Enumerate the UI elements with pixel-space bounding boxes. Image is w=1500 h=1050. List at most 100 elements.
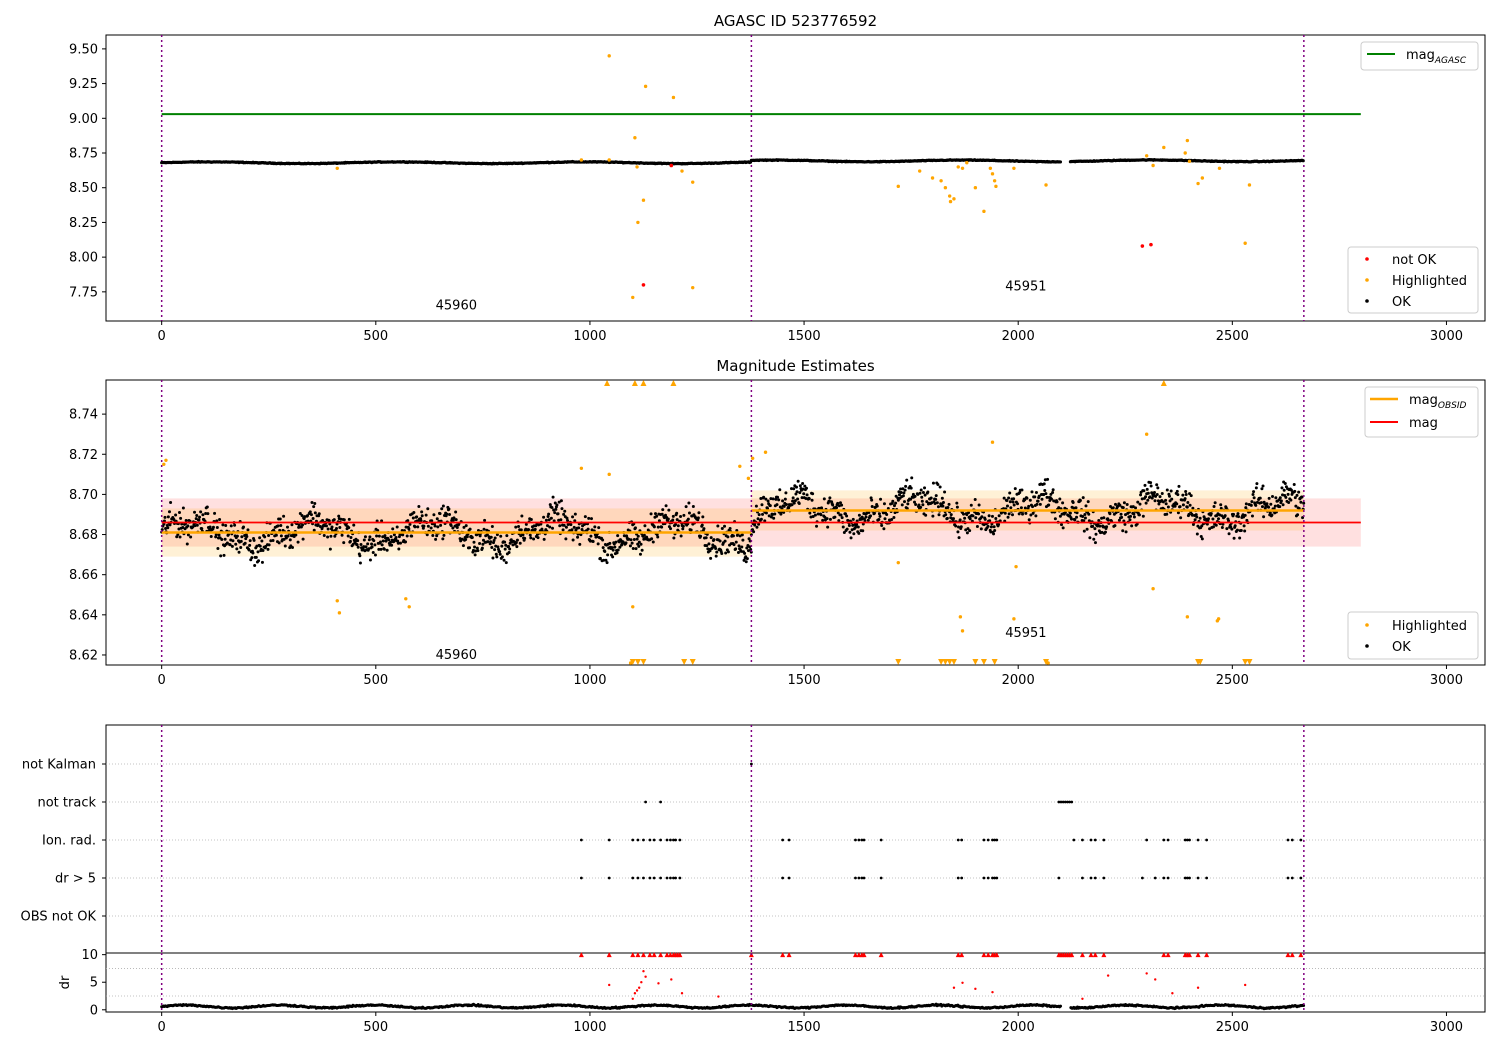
flag-point [1070, 800, 1074, 804]
ok-point [383, 534, 387, 538]
flag-point [860, 876, 864, 880]
dr-saturated-marker [640, 952, 646, 958]
ok-point [1178, 505, 1182, 509]
ok-point [728, 527, 732, 531]
ok-point [194, 517, 198, 521]
ok-point [702, 527, 706, 531]
ok-point [635, 537, 639, 541]
flag-point [672, 838, 675, 842]
ok-point [523, 536, 527, 540]
dr-outlier-point [1171, 992, 1174, 995]
ok-point [1177, 484, 1181, 488]
ok-point [417, 504, 421, 508]
ok-point [408, 522, 412, 526]
ok-point [395, 525, 399, 529]
ok-point [850, 528, 854, 532]
ok-point [896, 498, 900, 502]
ok-point [503, 540, 507, 544]
ok-point [1165, 488, 1169, 492]
ok-point [938, 485, 942, 489]
ok-point [1239, 528, 1243, 532]
ok-point [923, 493, 927, 497]
ok-point [654, 512, 658, 516]
ok-point [250, 556, 254, 560]
ok-point [805, 486, 809, 490]
ok-point [1148, 495, 1152, 499]
flag-point [642, 876, 645, 880]
ok-point [603, 550, 607, 554]
ok-point [997, 522, 1001, 526]
ok-point [573, 519, 577, 523]
ok-point [958, 518, 962, 522]
ok-point [965, 513, 969, 517]
ok-point [348, 539, 352, 543]
ok-point [919, 505, 923, 509]
flag-point [1059, 800, 1063, 804]
ok-point [1061, 526, 1065, 530]
ok-point [891, 499, 895, 503]
ok-point [697, 511, 701, 515]
highlighted-point [990, 172, 995, 176]
ok-point [760, 503, 764, 507]
ok-point [185, 542, 189, 546]
ok-point [1121, 506, 1125, 510]
ok-point [947, 502, 951, 506]
ok-point [572, 525, 576, 529]
ok-point [672, 536, 676, 540]
ok-point [1149, 484, 1153, 488]
ok-point [248, 543, 252, 547]
not-ok-point [1149, 242, 1153, 247]
not-ok-point [1140, 244, 1145, 248]
flag-point [781, 838, 785, 842]
highlighted-clipped-marker [1246, 659, 1253, 665]
ok-point [502, 558, 506, 562]
ok-point [1200, 537, 1204, 541]
ok-point [1198, 516, 1202, 520]
ok-point [1158, 495, 1162, 499]
chart-title: Magnitude Estimates [716, 357, 874, 375]
ok-point [845, 527, 849, 531]
ok-point [578, 542, 582, 546]
ok-point [643, 524, 647, 528]
highlighted-point [407, 605, 411, 609]
ok-point [291, 546, 295, 550]
ok-point [1194, 513, 1198, 517]
ok-point [475, 546, 479, 550]
dr-outlier-point [680, 992, 684, 995]
ok-point [919, 488, 923, 492]
dr-outlier-point [1196, 986, 1200, 989]
ok-point [1250, 500, 1254, 504]
flag-point [993, 838, 997, 842]
ok-point [837, 519, 841, 523]
y-tick-label: 8.62 [69, 648, 98, 663]
ok-point [877, 512, 881, 516]
dr-saturated-marker [985, 952, 991, 958]
flag-point [1140, 876, 1144, 880]
dr-ok-point [1059, 1004, 1063, 1008]
dr-saturated-marker [606, 952, 612, 958]
ok-point [224, 524, 228, 528]
legend-box [1347, 611, 1479, 660]
ok-point [845, 514, 849, 518]
ok-point [691, 505, 695, 509]
dr-saturated-marker [981, 952, 987, 958]
ok-point [1297, 490, 1301, 494]
ok-point [442, 533, 446, 537]
highlighted-point [956, 165, 960, 169]
ok-point [162, 522, 166, 526]
ok-point [1265, 502, 1269, 506]
ok-point [186, 533, 190, 537]
ok-point [563, 509, 567, 513]
ok-point [200, 527, 204, 531]
ok-point [955, 505, 959, 509]
flag-point [674, 876, 677, 880]
ok-point [1280, 486, 1284, 490]
ok-point [497, 547, 501, 551]
ok-point [1042, 482, 1046, 486]
highlighted-clipped-marker [634, 659, 641, 665]
ok-point [1046, 477, 1050, 481]
ok-point [1088, 536, 1092, 540]
ok-point [422, 524, 426, 528]
ok-point [564, 525, 568, 529]
ok-point [899, 490, 903, 494]
